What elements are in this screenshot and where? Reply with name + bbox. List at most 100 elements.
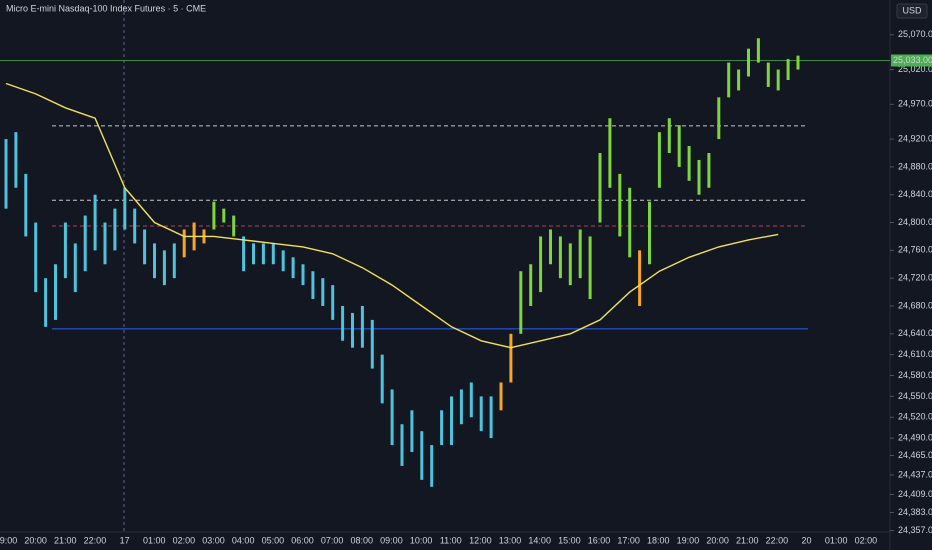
last-price-box — [891, 54, 932, 67]
price-bar — [24, 173, 28, 237]
price-bar — [549, 229, 552, 265]
y-tick-label: 24,357.00 — [898, 525, 932, 535]
x-tick-label: 19:00 — [0, 535, 17, 545]
price-bar — [786, 59, 790, 80]
x-tick-label: 08:00 — [351, 535, 374, 545]
price-bar — [153, 243, 156, 279]
indicator-line — [5, 82, 779, 349]
price-bar — [360, 305, 364, 348]
price-bar — [578, 229, 582, 279]
y-tick-label: 24,383.00 — [898, 507, 932, 517]
price-bar — [242, 236, 246, 272]
price-bar — [281, 250, 285, 272]
price-bar — [341, 305, 345, 341]
price-bar — [638, 250, 642, 306]
price-bar — [321, 278, 325, 306]
price-bar — [756, 38, 760, 63]
x-tick-label: 03:00 — [202, 535, 225, 545]
price-bar — [717, 97, 721, 140]
y-tick-label: 24,465.00 — [898, 450, 932, 460]
price-bar — [4, 139, 8, 209]
price-bar — [291, 257, 295, 279]
y-tick-label: 24,970.00 — [898, 99, 932, 109]
y-tick-label: 24,680.00 — [898, 300, 932, 310]
price-bar — [311, 271, 315, 300]
y-tick-label: 24,490.00 — [898, 432, 932, 442]
price-bar — [618, 173, 622, 237]
price-bar — [351, 312, 354, 348]
price-bar — [519, 271, 523, 334]
currency-button[interactable] — [896, 3, 928, 19]
x-tick-label: 21:00 — [736, 535, 759, 545]
price-bar — [73, 243, 77, 293]
price-bar — [499, 382, 503, 411]
y-tick-label: 24,880.00 — [898, 161, 932, 171]
price-bar — [331, 285, 335, 320]
price-bar — [34, 222, 38, 293]
y-tick-label: 24,520.00 — [898, 412, 932, 422]
x-tick-label: 13:00 — [499, 535, 522, 545]
currency-label[interactable]: USD — [902, 5, 922, 15]
price-bar — [232, 215, 236, 237]
price-bar — [182, 229, 186, 258]
price-bar — [430, 445, 434, 487]
price-bar — [697, 159, 701, 195]
x-tick-label: 05:00 — [262, 535, 285, 545]
price-bar — [529, 264, 533, 306]
x-tick-label: 22:00 — [766, 535, 789, 545]
price-bar — [509, 333, 513, 383]
price-bar — [479, 396, 483, 432]
price-bar — [123, 187, 127, 230]
price-bar — [83, 215, 87, 272]
price-bar — [14, 132, 18, 188]
x-tick-label: 20 — [802, 535, 812, 545]
price-bar — [400, 424, 404, 466]
y-tick-label: 24,800.00 — [898, 217, 932, 227]
y-tick-label: 24,409.00 — [898, 489, 932, 499]
x-tick-label: 22:00 — [84, 535, 107, 545]
x-tick-label: 16:00 — [588, 535, 611, 545]
price-bar — [370, 319, 374, 369]
price-bar — [588, 236, 592, 300]
price-bar — [172, 243, 176, 279]
price-bar — [558, 236, 562, 279]
price-bar — [747, 48, 750, 77]
y-tick-label: 25,070.00 — [898, 29, 932, 39]
y-tick-label: 24,720.00 — [898, 273, 932, 283]
x-tick-label: 01:00 — [825, 535, 848, 545]
price-bar — [440, 410, 444, 446]
x-tick-label: 18:00 — [647, 535, 670, 545]
price-bar — [261, 243, 265, 265]
x-tick-label: 10:00 — [410, 535, 433, 545]
price-bar — [737, 69, 741, 91]
x-tick-label: 01:00 — [143, 535, 166, 545]
price-bar — [677, 125, 681, 167]
price-bar — [598, 152, 602, 223]
x-tick-label: 12:00 — [469, 535, 492, 545]
price-bar — [103, 222, 107, 265]
price-bar — [380, 354, 384, 404]
price-bar — [687, 146, 691, 181]
price-bar — [568, 243, 572, 286]
y-tick-label: 24,580.00 — [898, 370, 932, 380]
price-bar — [727, 62, 731, 98]
price-bar — [301, 264, 305, 286]
price-bar — [63, 222, 67, 279]
price-bar — [796, 55, 800, 70]
price-bar — [766, 62, 770, 87]
price-bar — [113, 208, 117, 251]
price-bar — [93, 194, 97, 251]
price-bar — [271, 243, 275, 265]
x-tick-label: 06:00 — [291, 535, 314, 545]
price-bar — [667, 118, 671, 153]
price-bar — [162, 250, 166, 286]
price-bar — [410, 410, 414, 453]
price-bar — [489, 396, 493, 439]
price-bar — [657, 132, 661, 188]
last-price-label: 25,033.00 — [893, 55, 932, 65]
y-tick-label: 24,920.00 — [898, 133, 932, 143]
x-tick-label: 09:00 — [380, 535, 403, 545]
y-tick-label: 24,640.00 — [898, 328, 932, 338]
